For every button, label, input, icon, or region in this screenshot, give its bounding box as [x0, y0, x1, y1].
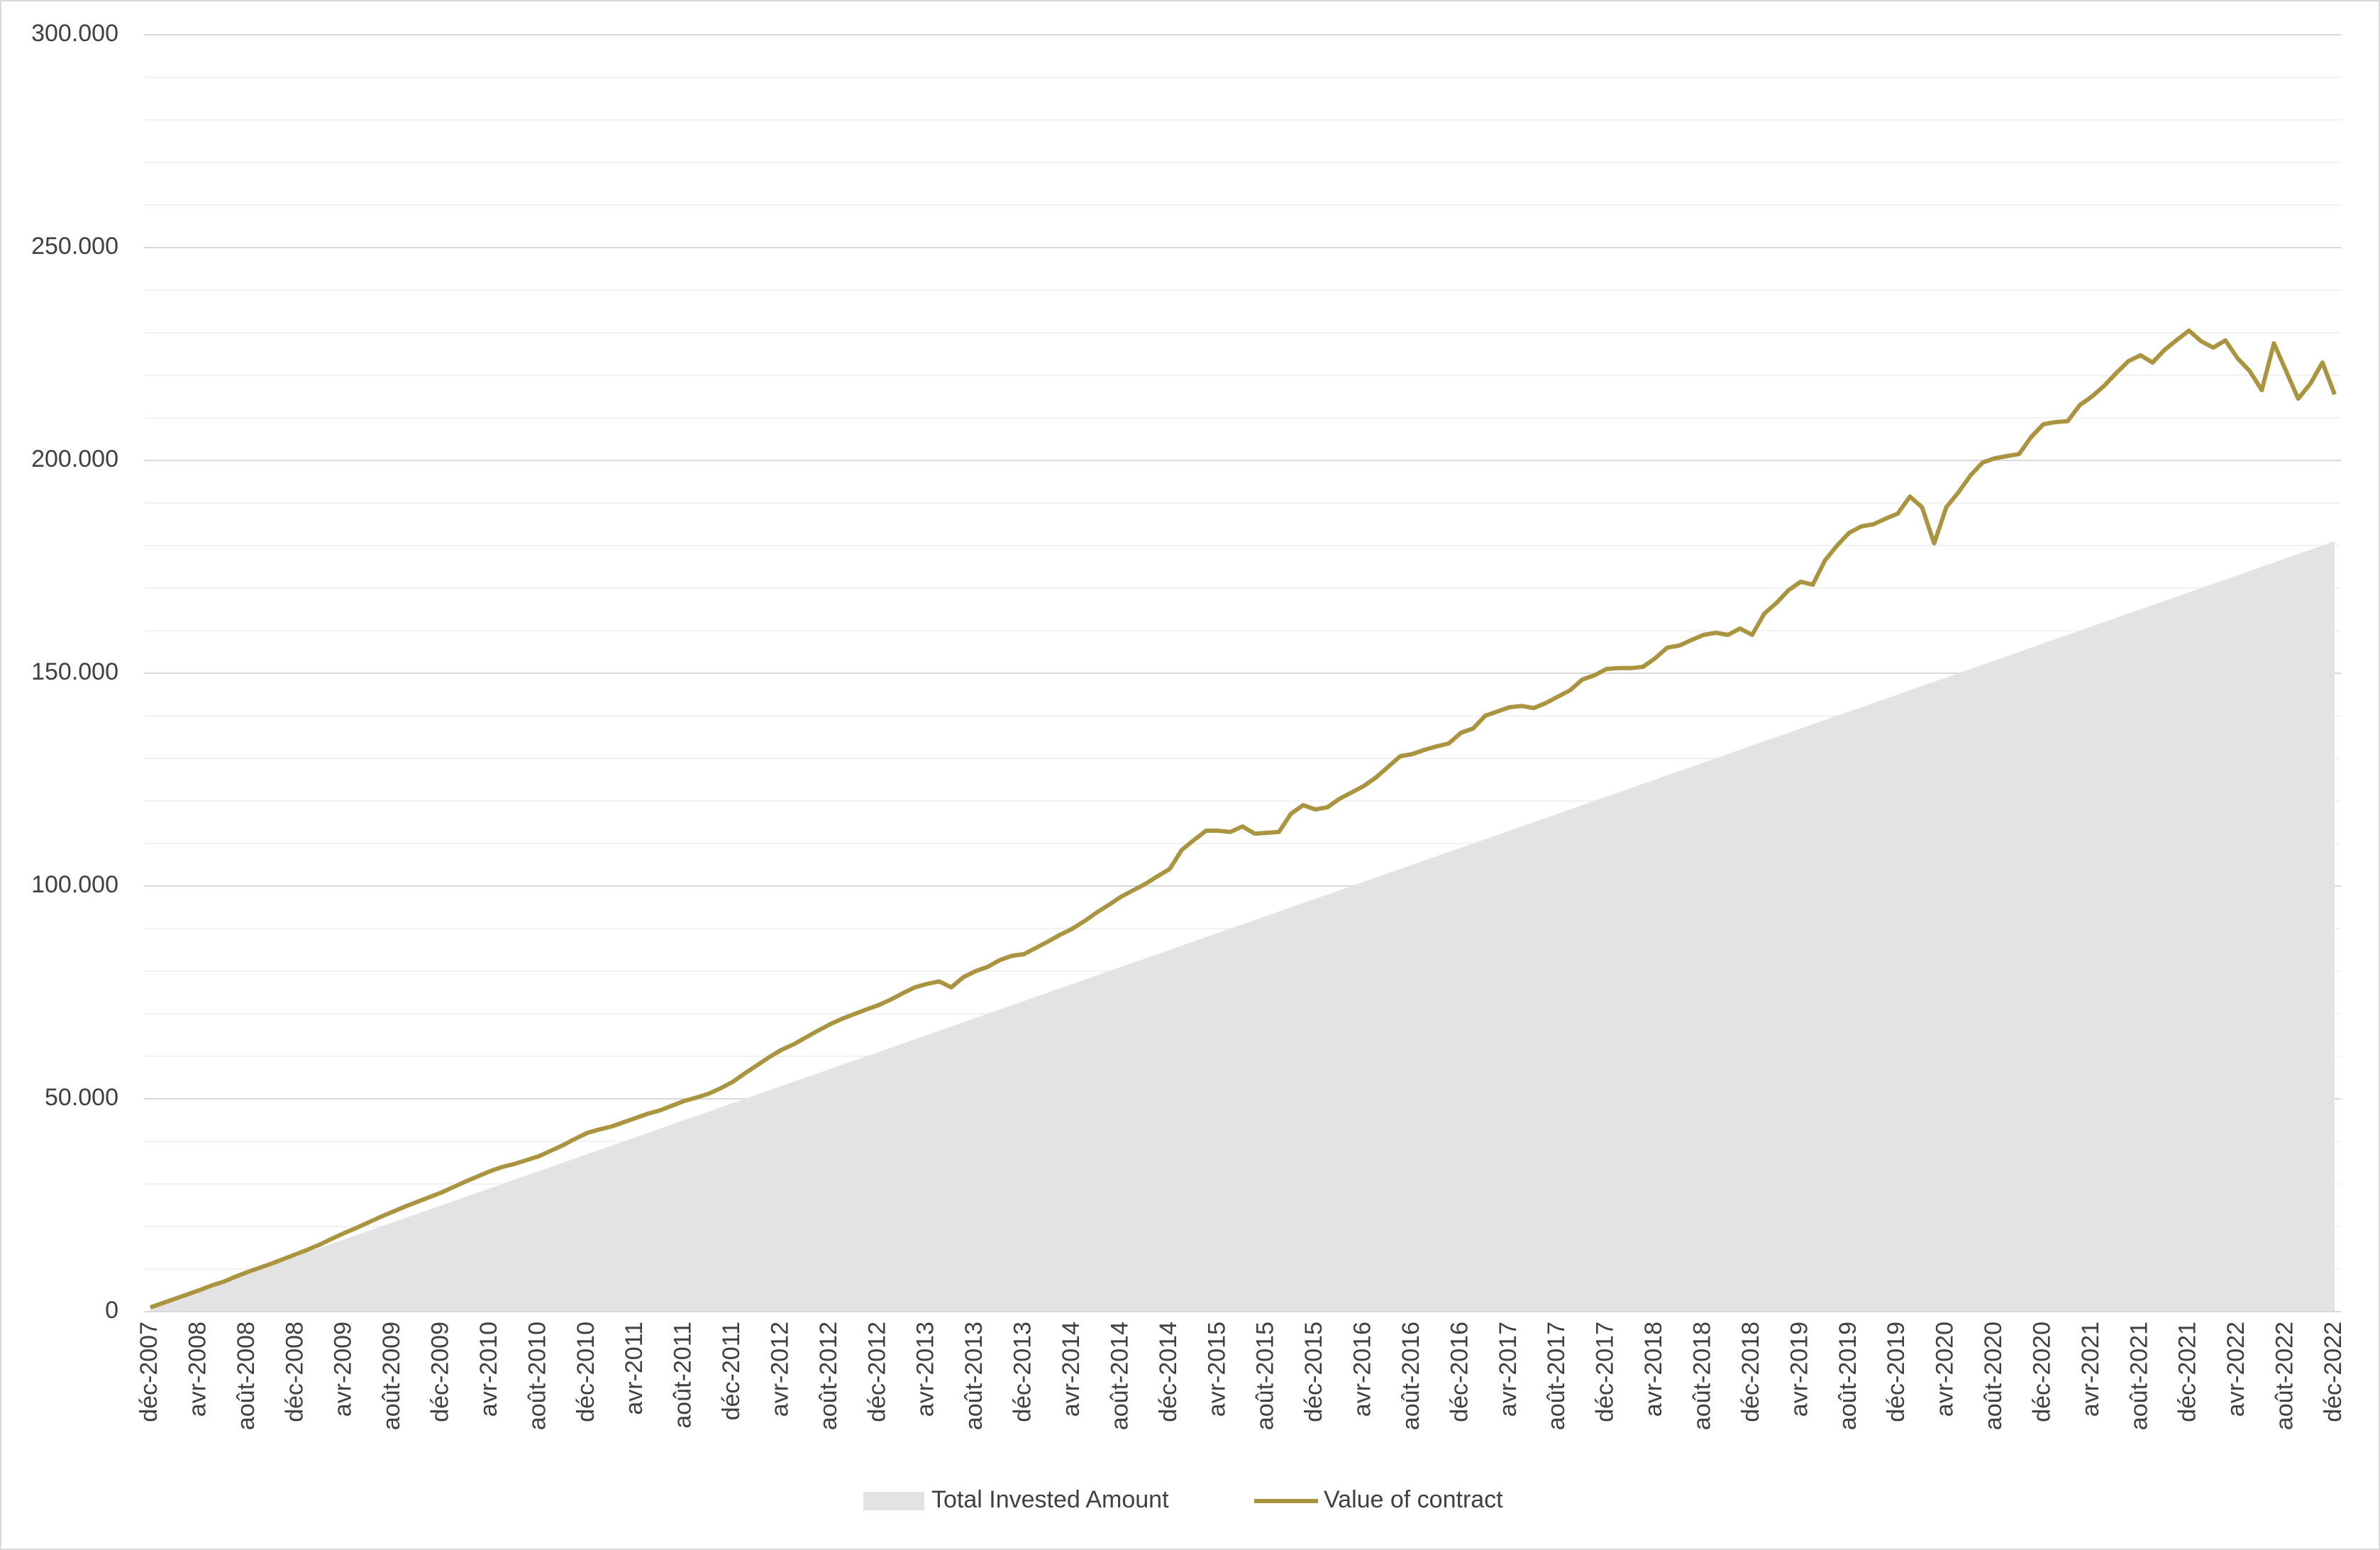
y-tick-label: 100.000 — [31, 871, 118, 898]
x-tick-label: déc-2009 — [427, 1322, 454, 1422]
legend-label: Value of contract — [1324, 1486, 1503, 1513]
legend-label: Total Invested Amount — [931, 1486, 1169, 1513]
x-tick-label: avr-2018 — [1640, 1322, 1667, 1417]
x-tick-label: août-2018 — [1688, 1322, 1715, 1430]
x-tick-label: avr-2009 — [330, 1322, 357, 1417]
x-tick-label: déc-2022 — [2320, 1322, 2347, 1422]
x-tick-label: avr-2008 — [184, 1322, 211, 1417]
line — [150, 328, 2337, 1310]
x-tick-label: déc-2017 — [1592, 1322, 1619, 1422]
x-tick-label: déc-2007 — [135, 1322, 162, 1422]
x-tick-label: avr-2015 — [1203, 1322, 1230, 1417]
x-tick-label: août-2021 — [2125, 1322, 2152, 1430]
x-tick-label: août-2013 — [961, 1322, 987, 1430]
x-tick-label: août-2020 — [1980, 1322, 2007, 1430]
x-tick-label: avr-2013 — [912, 1322, 939, 1417]
x-tick-label: déc-2011 — [718, 1322, 745, 1420]
legend: Total Invested Amount Value of contract — [863, 1486, 1503, 1513]
x-tick-label: avr-2021 — [2077, 1322, 2104, 1417]
x-tick-label: déc-2014 — [1155, 1322, 1182, 1422]
x-tick-label: déc-2015 — [1300, 1322, 1327, 1422]
x-tick-label: avr-2012 — [766, 1322, 793, 1417]
x-tick-label: déc-2016 — [1446, 1322, 1473, 1422]
x-tick-label: déc-2013 — [1009, 1322, 1036, 1422]
x-tick-label: août-2009 — [378, 1322, 405, 1430]
y-tick-label: 50.000 — [45, 1084, 118, 1111]
x-tick-label: août-2016 — [1397, 1322, 1424, 1430]
x-tick-label: déc-2012 — [863, 1322, 890, 1422]
y-tick-label: 200.000 — [31, 445, 118, 472]
x-tick-label: août-2022 — [2271, 1322, 2298, 1430]
x-tick-label: août-2008 — [233, 1322, 260, 1430]
x-tick-label: avr-2019 — [1786, 1322, 1812, 1417]
y-tick-label: 150.000 — [31, 658, 118, 685]
x-tick-label: août-2014 — [1106, 1322, 1133, 1430]
y-tick-label: 0 — [105, 1297, 118, 1324]
x-tick-label: déc-2018 — [1737, 1322, 1764, 1422]
x-tick-label: août-2010 — [524, 1322, 550, 1430]
x-tick-label: août-2017 — [1543, 1322, 1570, 1430]
x-tick-label: août-2015 — [1252, 1322, 1279, 1430]
x-tick-label: août-2019 — [1834, 1322, 1861, 1430]
x-tick-label: août-2012 — [815, 1322, 842, 1430]
x-tick-label: avr-2011 — [621, 1322, 648, 1415]
y-tick-label: 300.000 — [31, 20, 118, 47]
x-tick-label: avr-2014 — [1058, 1322, 1085, 1417]
x-tick-label: déc-2010 — [572, 1322, 599, 1422]
x-tick-label: avr-2016 — [1349, 1322, 1376, 1417]
x-tick-label: août-2011 — [670, 1322, 697, 1429]
x-tick-label: déc-2020 — [2028, 1322, 2055, 1422]
legend-swatch — [863, 1492, 924, 1510]
x-tick-label: avr-2022 — [2223, 1322, 2249, 1417]
x-tick-label: déc-2019 — [1883, 1322, 1910, 1422]
x-tick-label: avr-2020 — [1932, 1322, 1959, 1417]
y-tick-label: 250.000 — [31, 233, 118, 260]
area — [150, 541, 2335, 1312]
x-tick-label: déc-2021 — [2174, 1322, 2201, 1422]
x-tick-label: avr-2010 — [475, 1322, 502, 1417]
x-tick-label: avr-2017 — [1495, 1322, 1522, 1417]
x-tick-label: déc-2008 — [281, 1322, 308, 1422]
